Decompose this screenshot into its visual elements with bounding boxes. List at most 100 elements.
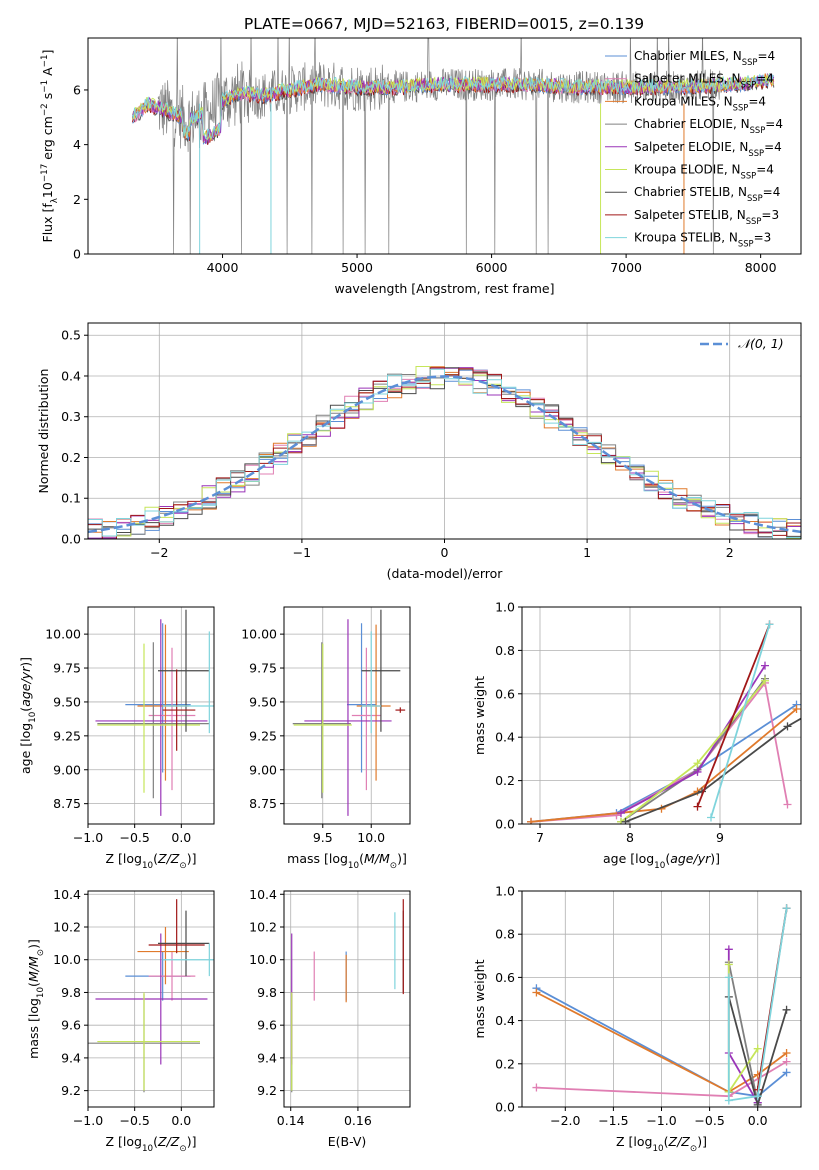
data-marker — [783, 800, 792, 809]
legend-label-part: Salpeter STELIB, N — [634, 208, 746, 222]
legend-label-part: Kroupa STELIB, N — [634, 231, 738, 245]
tick-label-y: 0.6 — [495, 970, 515, 985]
legend-label-part: =4 — [763, 185, 781, 199]
legend-label-part: SSP — [741, 80, 757, 90]
legend-label: Salpeter ELODIE, NSSP=4 — [634, 140, 782, 158]
tick-label-y: 8.75 — [249, 796, 277, 811]
tick-label-y: 9.4 — [257, 1050, 277, 1065]
tick-label-x: −0.5 — [694, 1113, 724, 1128]
data-marker — [782, 904, 791, 913]
legend-label-part: =4 — [764, 140, 782, 154]
tick-label-y: 9.50 — [249, 694, 277, 709]
y-axis-label-part: ] — [40, 50, 55, 55]
axes-mass_vs_ebv: 0.14 0.16 9.2 9.4 9.6 9.8 10.0 10.2 10.4 E(B-V) — [249, 887, 411, 1149]
plot-area-mass_vs_Z — [88, 899, 214, 1093]
x-axis-label-part: 10 — [654, 861, 665, 871]
data-marker — [765, 620, 774, 629]
axes-frame — [87, 37, 802, 255]
series-line — [696, 624, 771, 807]
tick-label-x: −0.5 — [119, 830, 149, 845]
tick-label-x: 0.0 — [748, 1113, 768, 1128]
series-line — [727, 962, 759, 1103]
tick-label-x: 0 — [441, 545, 449, 560]
legend-label: Chabrier ELODIE, NSSP=4 — [634, 117, 783, 135]
tick-label-y: 9.25 — [249, 728, 277, 743]
tick-label-y: 10.4 — [53, 887, 81, 902]
y-axis-label-part: A — [40, 67, 55, 80]
legend-label: Chabrier MILES, NSSP=4 — [634, 49, 775, 67]
x-axis-label-part: Z/Z — [668, 1134, 691, 1149]
tick-label-x: 0.14 — [277, 1113, 305, 1128]
tick-label-x: 0.0 — [171, 1113, 191, 1128]
x-axis-label-part: ( — [664, 1134, 669, 1149]
y-axis-label-part: Normed distribution — [36, 369, 51, 494]
tick-label-y: 10.00 — [241, 627, 277, 642]
x-axis-label-part: Z [log — [106, 1134, 142, 1149]
legend-label-part: Chabrier STELIB, N — [634, 185, 747, 199]
tick-label-y: 10.4 — [249, 887, 277, 902]
legend-label: Chabrier STELIB, NSSP=4 — [634, 185, 780, 203]
tick-label-x: 5000 — [341, 260, 373, 275]
axes-weight_vs_Z: −2.0 −1.5 −1.0 −0.5 0.0 0.0 0.2 0.4 0.6 0.8 1.0 Z [… — [472, 884, 802, 1154]
tick-label-y: 0.5 — [61, 328, 81, 343]
y-axis-label-part: )] — [26, 939, 41, 949]
x-axis-label-part: ⊙ — [690, 1144, 697, 1154]
tick-label-y: 9.50 — [53, 694, 81, 709]
tick-label-y: 0.2 — [495, 1056, 515, 1071]
data-marker — [617, 809, 625, 818]
y-axis-label-part: −1 — [40, 54, 50, 67]
tick-label-x: −1.0 — [646, 1113, 676, 1128]
y-axis-label: Normed distribution — [36, 369, 51, 494]
legend-label: Salpeter MILES, NSSP=4 — [634, 72, 774, 90]
tick-label-x: −1 — [293, 545, 311, 560]
x-axis-label-part: 10 — [348, 861, 359, 871]
y-axis-label-part: mass weight — [472, 676, 487, 755]
data-marker — [761, 661, 769, 670]
legend-label: Kroupa STELIB, NSSP=3 — [634, 231, 771, 249]
legend-label: 𝒩(0, 1) — [738, 336, 784, 351]
y-axis-label-part: λ — [50, 198, 60, 203]
data-marker — [783, 722, 792, 731]
legend-label-part: SSP — [738, 239, 754, 249]
legend-label-part: =3 — [754, 231, 772, 245]
legend-label-part: =4 — [756, 72, 774, 86]
data-marker — [707, 813, 715, 822]
tick-label-y: 9.00 — [249, 762, 277, 777]
tick-label-y: 9.25 — [53, 728, 81, 743]
y-axis-label: mass weight — [472, 959, 487, 1038]
y-axis-label-part: 10 — [36, 987, 46, 998]
y-axis-label-part: s — [40, 93, 55, 104]
data-marker — [724, 973, 733, 982]
y-axis-label-part: )] — [18, 657, 33, 667]
axes-mass_vs_Z: −1.0 −0.5 0.0 9.2 9.4 9.6 9.8 10.0 10.2 10.4 Z [lo… — [26, 887, 215, 1154]
legend-label: Salpeter STELIB, NSSP=3 — [634, 208, 779, 226]
y-axis-label-part: mass [log — [26, 998, 41, 1059]
axes-residuals: −2 −1 0 1 2 0.0 0.1 0.2 0.3 0.4 0.5 𝒩(0, 1) (data-mo… — [36, 322, 802, 581]
tick-label-y: 10.0 — [53, 952, 81, 967]
data-marker — [693, 759, 702, 768]
y-axis-label-part: ( — [18, 707, 33, 712]
tick-label-y: 0 — [73, 247, 81, 262]
legend-label-part: Kroupa MILES, N — [634, 94, 733, 108]
tick-label-x: 1 — [583, 545, 591, 560]
x-axis-label: Z [log10(Z/Z⊙)] — [106, 1134, 197, 1154]
data-marker — [782, 1057, 791, 1066]
tick-label-y: 4 — [73, 137, 81, 152]
x-axis-label-part: Z [log — [616, 1134, 652, 1149]
tick-label-y: 9.00 — [53, 762, 81, 777]
tick-label-x: 6000 — [476, 260, 508, 275]
tick-label-y: 0.4 — [61, 368, 81, 383]
tick-label-y: 8.75 — [53, 796, 81, 811]
y-axis-label-part: ⊙ — [36, 949, 46, 956]
legend-label-part: SSP — [747, 193, 763, 203]
x-axis-label-part: ( — [665, 851, 670, 866]
tick-label-x: 7 — [536, 830, 544, 845]
legend-label-part: =3 — [761, 208, 779, 222]
y-axis-label-part: mass weight — [472, 959, 487, 1038]
x-axis-label-part: ⊙ — [390, 861, 397, 871]
x-axis-label-part: ( — [153, 851, 158, 866]
legend-label-part: Chabrier ELODIE, N — [634, 117, 750, 131]
plot-area-residuals — [88, 366, 801, 539]
legend-label-part: SSP — [748, 148, 764, 158]
data-marker — [753, 1044, 762, 1053]
